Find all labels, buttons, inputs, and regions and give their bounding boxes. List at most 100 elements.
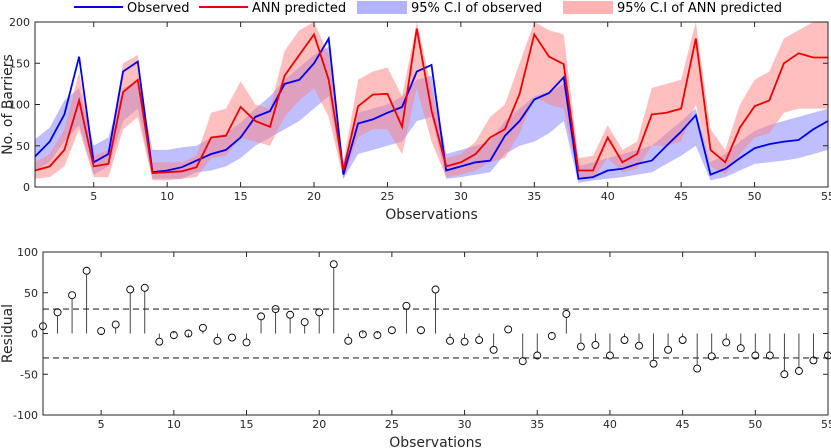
x-tick-label: 45 [676,418,690,431]
residual-point [693,364,702,373]
residual-point [373,331,382,340]
residual-point [664,345,673,354]
residual-point [736,344,745,353]
x-tick-label: 30 [458,418,472,431]
x-tick-label: 55 [821,418,831,431]
bottom-residual-stems [39,260,831,379]
residual-point [97,327,106,336]
residual-point [475,336,484,344]
x-tick-label: 10 [167,418,181,431]
x-tick-label: 40 [603,418,617,431]
residual-point [765,351,774,360]
residual-point [649,359,658,368]
legend-observed-label: Observed [127,1,190,16]
legend-ci-ann-swatch [563,1,613,14]
residual-point [82,266,91,275]
ann-predicted-line [34,28,828,174]
x-tick-label: 20 [312,418,326,431]
x-tick-label: 35 [527,190,541,203]
residual-point [794,367,803,375]
y-tick-label: 50 [16,140,30,153]
residual-point [591,340,600,349]
residual-point [242,338,251,347]
y-tick-label: 50 [24,287,38,300]
residual-point [228,333,236,342]
residual-point [257,312,266,321]
x-tick-label: 30 [454,190,468,203]
ci-ann-predicted-band [35,22,828,181]
residual-point [68,291,77,300]
top-ci-bands [35,22,828,183]
residual-point [111,320,120,329]
y-tick-label: -50 [20,368,38,381]
residual-point [678,336,687,344]
residual-point [809,356,818,365]
residual-point [780,370,789,379]
residual-point [751,351,760,360]
residual-point [169,331,178,340]
residual-point [358,330,367,339]
top-x-axis-label: Observations [385,207,478,223]
x-tick-label: 35 [530,418,544,431]
y-tick-label: 100 [17,246,38,259]
x-tick-label: 15 [234,190,248,203]
residual-point [562,309,571,318]
residual-point [271,305,280,313]
legend-ann-predicted-label: ANN predicted [252,1,346,16]
residual-point [126,285,135,294]
residual-point [620,336,629,344]
residual-point [344,336,353,345]
y-tick-label: -100 [13,409,38,422]
residual-point [504,325,513,334]
x-tick-label: 25 [380,190,394,203]
x-tick-label: 40 [601,190,615,203]
x-tick-label: 50 [748,418,762,431]
residual-point [707,352,716,361]
legend-ci-ann-label: 95% C.I of ANN predicted [617,1,782,16]
legend-ci-observed-swatch [357,1,407,14]
y-tick-label: 0 [23,181,30,194]
residual-point [489,345,498,354]
residual-point [300,318,309,327]
residual-point [402,301,411,310]
residual-point [446,336,454,345]
residual-point [417,326,425,335]
x-tick-label: 25 [385,418,399,431]
top-chart: 5 10 15 20 25 30 35 40 45 50 55 0 50 100 150 200 Observ… [0,16,831,223]
legend-ci-observed-label: 95% C.I of observed [411,1,542,16]
observed-line [34,35,829,180]
residual-point [533,351,542,360]
x-tick-label: 5 [98,418,105,431]
residual-point [329,260,338,269]
bottom-y-axis-label: Residual [0,304,16,363]
residual-point [213,336,222,345]
residual-point [547,331,556,340]
x-tick-label: 20 [307,190,321,203]
bottom-chart: 5 10 15 20 25 30 35 40 45 50 55 -100 -50 0 50 100 Obser… [0,246,831,448]
residual-point [184,329,193,338]
top-y-axis-label: No. of Barriers [0,54,16,155]
residual-point [315,308,324,317]
x-tick-label: 50 [748,190,762,203]
residual-point [605,351,614,360]
y-tick-label: 150 [9,57,30,70]
bottom-x-axis-label: Observations [389,435,482,448]
residual-point [198,323,207,332]
residual-point [387,326,396,335]
y-tick-label: 100 [9,99,30,112]
residual-point [460,337,469,346]
x-tick-label: 10 [160,190,174,203]
x-tick-label: 55 [821,190,831,203]
residual-point [155,337,164,346]
bottom-ticks: 5 10 15 20 25 30 35 40 45 50 55 -100 -50 0 50 100 [13,246,831,431]
y-tick-label: 200 [9,16,30,29]
residual-point [722,338,731,347]
x-tick-label: 45 [674,190,688,203]
residual-point [635,341,643,350]
legend: Observed ANN predicted 95% C.I of observ… [74,1,782,16]
residual-point [140,283,149,292]
residual-point [576,342,585,351]
residual-point [53,308,62,317]
top-ticks: 5 10 15 20 25 30 35 40 45 50 55 0 50 100 150 200 [9,16,831,203]
